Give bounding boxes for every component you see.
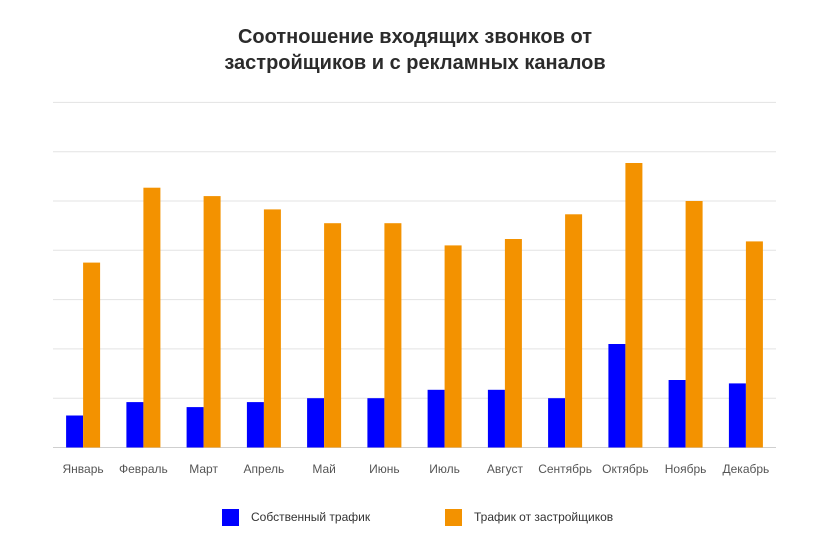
own-traffic-bar bbox=[126, 402, 144, 448]
x-tick-label: Октябрь bbox=[602, 462, 649, 476]
legend: Собственный трафик Трафик от застройщико… bbox=[0, 507, 830, 527]
own-traffic-bar bbox=[728, 383, 746, 448]
legend-swatch-own-traffic bbox=[222, 508, 239, 526]
x-tick-label: Июнь bbox=[369, 462, 400, 476]
legend-item-developer-traffic: Трафик от застройщиков bbox=[445, 507, 613, 527]
x-tick-label: Апрель bbox=[244, 462, 285, 476]
gridlines bbox=[53, 101, 776, 448]
developer-traffic-bar bbox=[565, 214, 583, 448]
developer-traffic-bar bbox=[685, 201, 703, 448]
x-tick-label: Сентябрь bbox=[538, 462, 592, 476]
x-tick-label: Март bbox=[189, 462, 218, 476]
x-tick-label: Июль bbox=[429, 462, 460, 476]
legend-label-developer-traffic: Трафик от застройщиков bbox=[474, 510, 614, 524]
own-traffic-bar bbox=[548, 398, 566, 448]
legend-item-own-traffic: Собственный трафик bbox=[222, 507, 370, 527]
own-traffic-bar bbox=[487, 389, 505, 448]
developer-traffic-bar bbox=[384, 223, 402, 448]
bars bbox=[66, 163, 763, 448]
own-traffic-bar bbox=[668, 380, 686, 448]
developer-traffic-bar bbox=[745, 241, 763, 448]
x-tick-label: Январь bbox=[63, 462, 104, 476]
chart-title-line-1: Соотношение входящих звонков от bbox=[237, 26, 592, 48]
own-traffic-bar bbox=[367, 398, 385, 448]
developer-traffic-bar bbox=[83, 262, 101, 448]
x-tick-label: Декабрь bbox=[723, 462, 770, 476]
developer-traffic-bar bbox=[504, 239, 522, 448]
developer-traffic-bar bbox=[625, 163, 643, 448]
x-axis-labels: Январь Февраль Март Апрель Май Июнь Июль Август… bbox=[63, 462, 770, 476]
developer-traffic-bar bbox=[203, 196, 221, 448]
chart-title: Соотношение входящих звонков от застройщ… bbox=[0, 24, 830, 76]
own-traffic-bar bbox=[186, 407, 204, 448]
legend-label-own-traffic: Собственный трафик bbox=[251, 510, 371, 524]
x-tick-label: Август bbox=[487, 462, 524, 476]
x-tick-label: Май bbox=[312, 462, 336, 476]
own-traffic-bar bbox=[66, 415, 84, 448]
own-traffic-bar bbox=[307, 398, 325, 448]
chart-title-line-2: застройщиков и с рекламных каналов bbox=[224, 52, 606, 74]
own-traffic-bar bbox=[608, 344, 626, 448]
legend-swatch-developer-traffic bbox=[445, 508, 462, 526]
own-traffic-bar bbox=[246, 402, 264, 448]
developer-traffic-bar bbox=[324, 223, 342, 448]
developer-traffic-bar bbox=[444, 245, 462, 448]
x-tick-label: Ноябрь bbox=[665, 462, 707, 476]
own-traffic-bar bbox=[427, 389, 445, 448]
developer-traffic-bar bbox=[263, 209, 281, 448]
developer-traffic-bar bbox=[143, 187, 161, 448]
x-tick-label: Февраль bbox=[119, 462, 168, 476]
